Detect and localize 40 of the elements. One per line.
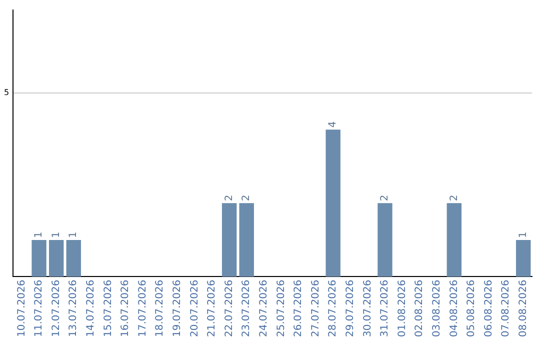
x-tick-label: 16.07.2026 [120,280,132,338]
x-tick-label: 27.07.2026 [310,280,322,338]
x-tick-label: 02.08.2026 [414,280,426,338]
x-tick-label: 22.07.2026 [224,280,235,338]
x-tick-label: 03.08.2026 [431,280,442,338]
data-label: 1 [68,232,80,238]
x-tick-label: 30.07.2026 [362,280,374,338]
data-label: 2 [380,194,391,202]
x-tick-label: 05.08.2026 [466,280,478,338]
x-tick-label: 21.07.2026 [206,280,218,338]
data-label: 1 [50,232,62,238]
x-tick-label: 06.08.2026 [483,280,494,338]
data-label: 2 [448,194,460,202]
x-tick-label: 20.07.2026 [189,280,200,338]
data-label: 1 [34,232,45,238]
x-tick-label: 26.07.2026 [293,280,304,338]
x-tick-label: 17.07.2026 [137,280,148,338]
x-tick-label: 08.08.2026 [518,280,529,338]
x-tick-label: 01.08.2026 [396,280,408,338]
x-tick-label: 24.07.2026 [258,280,270,338]
y-tick-label: 5 [4,88,10,97]
x-tick-label: 29.07.2026 [344,280,356,338]
x-tick-label: 15.07.2026 [102,280,114,338]
x-tick-label: 25.07.2026 [276,280,287,338]
x-tick-label: 07.08.2026 [500,280,512,338]
x-tick-label: 28.07.2026 [328,280,339,338]
data-label: 4 [328,121,339,128]
x-tick-label: 14.07.2026 [86,280,97,338]
data-label: 1 [518,232,529,238]
x-tick-label: 18.07.2026 [154,280,166,338]
x-tick-label: 23.07.2026 [241,280,252,338]
x-tick-label: 10.07.2026 [16,280,28,338]
x-tick-label: 13.07.2026 [68,280,80,338]
x-tick-label: 04.08.2026 [448,280,460,338]
data-label: 2 [241,194,252,202]
x-tick-label: 12.07.2026 [50,280,62,338]
x-tick-label: 11.07.2026 [34,280,45,338]
x-tick-label: 31.07.2026 [380,280,391,338]
data-label: 2 [224,194,235,202]
x-tick-label: 19.07.2026 [172,280,184,338]
